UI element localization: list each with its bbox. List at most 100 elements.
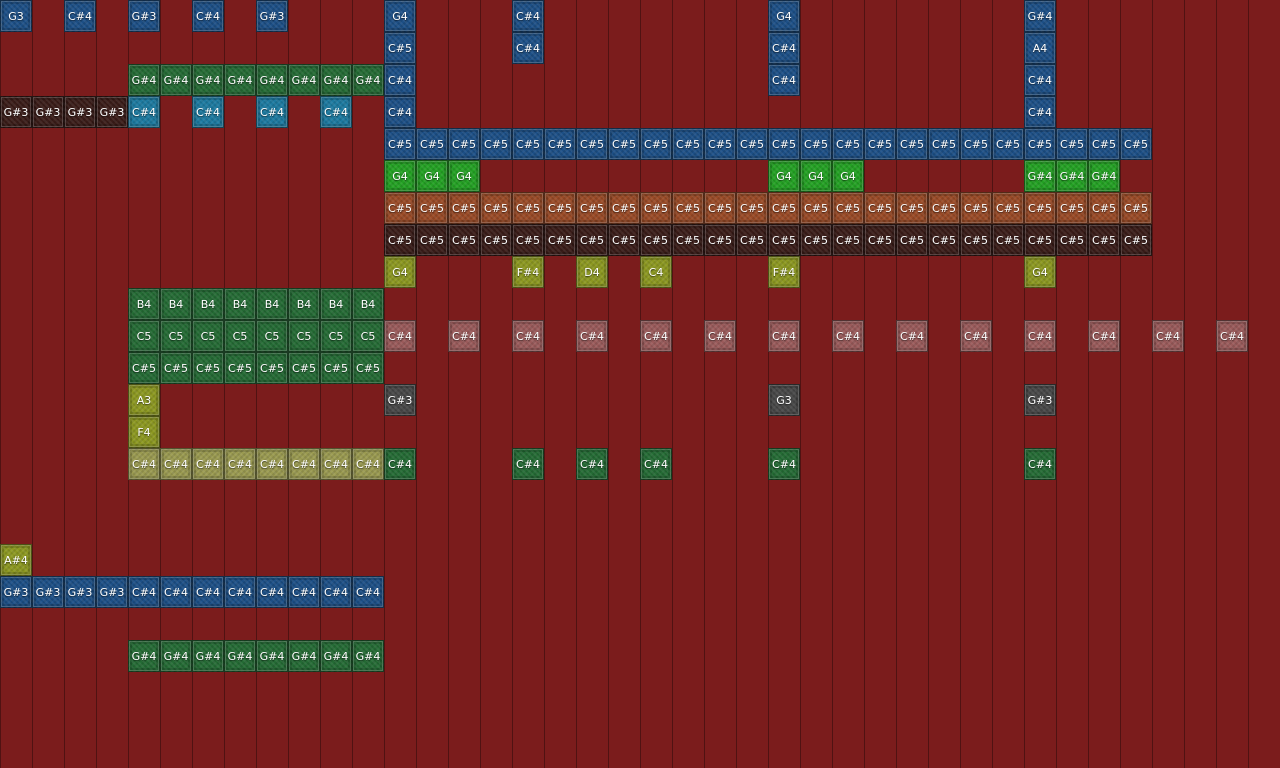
note-block[interactable]: C#5 [928, 224, 960, 256]
note-block[interactable]: C#5 [704, 192, 736, 224]
note-block[interactable]: A3 [128, 384, 160, 416]
note-block[interactable]: G4 [832, 160, 864, 192]
note-block[interactable]: C#5 [1120, 128, 1152, 160]
note-block[interactable]: C#4 [576, 320, 608, 352]
note-block[interactable]: C#4 [256, 96, 288, 128]
note-block[interactable]: G#4 [288, 64, 320, 96]
note-block[interactable]: C5 [352, 320, 384, 352]
note-block[interactable]: C#4 [320, 576, 352, 608]
note-block[interactable]: G#4 [192, 640, 224, 672]
note-block[interactable]: G#3 [0, 96, 32, 128]
note-block[interactable]: C#5 [480, 224, 512, 256]
note-block[interactable]: C#5 [896, 128, 928, 160]
note-block[interactable]: C#4 [704, 320, 736, 352]
note-block[interactable]: C#5 [768, 224, 800, 256]
note-block[interactable]: G#4 [128, 640, 160, 672]
note-block[interactable]: G#4 [192, 64, 224, 96]
note-block[interactable]: G#3 [96, 96, 128, 128]
note-block[interactable]: C#4 [384, 448, 416, 480]
note-block[interactable]: C#5 [352, 352, 384, 384]
note-block[interactable]: C#5 [1056, 128, 1088, 160]
note-block[interactable]: C#5 [960, 128, 992, 160]
note-block[interactable]: A4 [1024, 32, 1056, 64]
note-block[interactable]: C#4 [128, 96, 160, 128]
note-block[interactable]: C#4 [192, 576, 224, 608]
note-block[interactable]: G#4 [1024, 0, 1056, 32]
note-block[interactable]: C#4 [384, 64, 416, 96]
note-block[interactable]: C#4 [192, 0, 224, 32]
note-block[interactable]: G#4 [352, 640, 384, 672]
note-block[interactable]: C#4 [160, 576, 192, 608]
note-block[interactable]: C5 [160, 320, 192, 352]
note-block[interactable]: C#4 [192, 96, 224, 128]
note-block[interactable]: C#5 [480, 128, 512, 160]
note-block[interactable]: F#4 [768, 256, 800, 288]
note-block[interactable]: C#4 [512, 448, 544, 480]
note-block[interactable]: C#5 [768, 128, 800, 160]
note-block[interactable]: C#4 [896, 320, 928, 352]
note-block[interactable]: C#5 [384, 224, 416, 256]
note-block[interactable]: G#4 [352, 64, 384, 96]
note-block[interactable]: G#4 [256, 640, 288, 672]
note-block[interactable]: C#4 [1024, 64, 1056, 96]
note-block[interactable]: B4 [224, 288, 256, 320]
note-block[interactable]: G#3 [96, 576, 128, 608]
note-block[interactable]: G#4 [160, 64, 192, 96]
note-block[interactable]: B4 [160, 288, 192, 320]
note-block[interactable]: C#5 [512, 192, 544, 224]
note-block[interactable]: F4 [128, 416, 160, 448]
note-block[interactable]: G4 [448, 160, 480, 192]
note-block[interactable]: C#5 [800, 224, 832, 256]
note-block[interactable]: C#4 [160, 448, 192, 480]
note-block[interactable]: C#4 [288, 448, 320, 480]
note-block[interactable]: C#5 [384, 128, 416, 160]
note-block[interactable]: C#5 [416, 224, 448, 256]
note-block[interactable]: A#4 [0, 544, 32, 576]
note-block[interactable]: G#3 [64, 96, 96, 128]
note-block[interactable]: B4 [352, 288, 384, 320]
note-block[interactable]: C#5 [864, 224, 896, 256]
note-block[interactable]: C#4 [576, 448, 608, 480]
note-block[interactable]: C#4 [384, 96, 416, 128]
note-block[interactable]: C#5 [448, 224, 480, 256]
note-block[interactable]: C#5 [512, 128, 544, 160]
note-block[interactable]: C#5 [640, 128, 672, 160]
note-block[interactable]: C#5 [1024, 128, 1056, 160]
note-block[interactable]: G#4 [224, 640, 256, 672]
note-block[interactable]: C#5 [384, 32, 416, 64]
note-block[interactable]: B4 [256, 288, 288, 320]
note-block[interactable]: C#5 [992, 128, 1024, 160]
note-block[interactable]: C#5 [896, 224, 928, 256]
note-block[interactable]: C#4 [512, 0, 544, 32]
note-block[interactable]: C#5 [576, 192, 608, 224]
note-block[interactable]: C#5 [288, 352, 320, 384]
note-block[interactable]: G#4 [224, 64, 256, 96]
note-block[interactable]: C#5 [640, 224, 672, 256]
note-block[interactable]: C#5 [544, 224, 576, 256]
note-block[interactable]: C#4 [640, 320, 672, 352]
note-block[interactable]: C#5 [928, 192, 960, 224]
note-block[interactable]: G#4 [320, 640, 352, 672]
note-block[interactable]: C#5 [672, 224, 704, 256]
note-block[interactable]: C#5 [224, 352, 256, 384]
note-block[interactable]: C#5 [960, 224, 992, 256]
note-block[interactable]: C#5 [832, 128, 864, 160]
note-block[interactable]: C#5 [736, 128, 768, 160]
note-block[interactable]: C#5 [800, 192, 832, 224]
note-block[interactable]: C#4 [320, 96, 352, 128]
note-block[interactable]: G4 [1024, 256, 1056, 288]
note-block[interactable]: C5 [256, 320, 288, 352]
note-block[interactable]: G4 [384, 0, 416, 32]
note-block[interactable]: G#4 [160, 640, 192, 672]
note-block[interactable]: C#4 [1024, 448, 1056, 480]
note-block[interactable]: G#4 [256, 64, 288, 96]
note-block[interactable]: C#4 [128, 448, 160, 480]
note-block[interactable]: B4 [128, 288, 160, 320]
note-block[interactable]: C#5 [1024, 192, 1056, 224]
note-block[interactable]: G#4 [288, 640, 320, 672]
note-block[interactable]: B4 [320, 288, 352, 320]
note-block[interactable]: C#5 [1088, 224, 1120, 256]
note-block[interactable]: C#5 [128, 352, 160, 384]
note-block[interactable]: C#5 [832, 224, 864, 256]
